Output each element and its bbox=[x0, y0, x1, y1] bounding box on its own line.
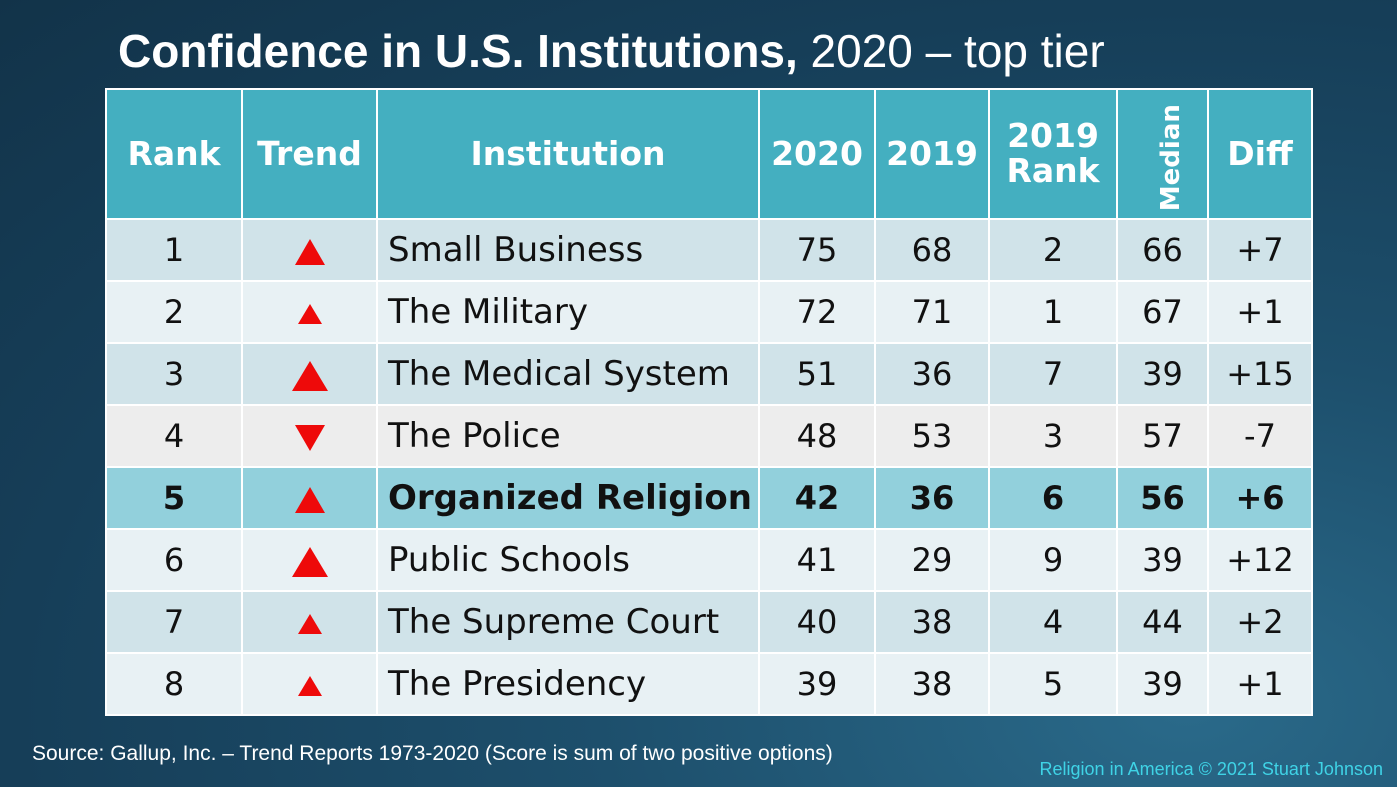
table-row: 3 The Medical System 51 36 7 39 +15 bbox=[105, 342, 1313, 406]
table-row: 8 The Presidency 39 38 5 39 +1 bbox=[105, 652, 1313, 716]
score-2020-cell: 39 bbox=[758, 652, 876, 716]
score-2020-cell: 40 bbox=[758, 590, 876, 654]
institution-cell: The Supreme Court bbox=[376, 590, 760, 654]
trend-up-icon bbox=[297, 614, 322, 634]
trend-up-icon bbox=[297, 304, 322, 324]
institution-cell: Organized Religion bbox=[376, 466, 760, 530]
title-main: Confidence in U.S. Institutions, bbox=[118, 25, 798, 77]
rank-2019-cell: 4 bbox=[988, 590, 1118, 654]
col-header-2019: 2019 bbox=[874, 88, 990, 220]
table-row: 4 The Police 48 53 3 57 -7 bbox=[105, 404, 1313, 468]
rank-cell: 5 bbox=[105, 466, 243, 530]
title-sub: 2020 – top tier bbox=[797, 25, 1105, 77]
table-row: 6 Public Schools 41 29 9 39 +12 bbox=[105, 528, 1313, 592]
col-header-trend: Trend bbox=[241, 88, 378, 220]
median-cell: 39 bbox=[1116, 342, 1209, 406]
institution-cell: The Military bbox=[376, 280, 760, 344]
score-2020-cell: 48 bbox=[758, 404, 876, 468]
trend-cell bbox=[241, 280, 378, 344]
median-cell: 44 bbox=[1116, 590, 1209, 654]
score-2019-cell: 38 bbox=[874, 652, 990, 716]
col-header-institution: Institution bbox=[376, 88, 760, 220]
trend-cell bbox=[241, 342, 378, 406]
rank-2019-cell: 2 bbox=[988, 218, 1118, 282]
header-row: Rank Trend Institution 2020 2019 2019 Ra… bbox=[105, 88, 1313, 220]
rank-2019-cell: 9 bbox=[988, 528, 1118, 592]
trend-cell bbox=[241, 528, 378, 592]
score-2019-cell: 53 bbox=[874, 404, 990, 468]
institution-cell: Small Business bbox=[376, 218, 760, 282]
trend-down-icon bbox=[294, 425, 325, 451]
diff-cell: +7 bbox=[1207, 218, 1313, 282]
institution-cell: The Presidency bbox=[376, 652, 760, 716]
rank-cell: 1 bbox=[105, 218, 243, 282]
score-2019-cell: 36 bbox=[874, 466, 990, 530]
rank-cell: 3 bbox=[105, 342, 243, 406]
score-2019-cell: 38 bbox=[874, 590, 990, 654]
table-row: 5 Organized Religion 42 36 6 56 +6 bbox=[105, 466, 1313, 530]
col-header-diff: Diff bbox=[1207, 88, 1313, 220]
col-header-rank: Rank bbox=[105, 88, 243, 220]
trend-cell bbox=[241, 466, 378, 530]
rank-2019-cell: 5 bbox=[988, 652, 1118, 716]
diff-cell: +2 bbox=[1207, 590, 1313, 654]
diff-cell: +1 bbox=[1207, 652, 1313, 716]
col-header-2019-rank-line2: Rank bbox=[1006, 151, 1100, 190]
rank-cell: 4 bbox=[105, 404, 243, 468]
source-note: Source: Gallup, Inc. – Trend Reports 197… bbox=[32, 742, 833, 765]
trend-up-icon bbox=[297, 676, 322, 696]
rank-2019-cell: 3 bbox=[988, 404, 1118, 468]
col-header-median: Median bbox=[1116, 88, 1209, 220]
median-cell: 39 bbox=[1116, 528, 1209, 592]
trend-up-icon bbox=[294, 487, 325, 513]
trend-up-icon bbox=[291, 361, 328, 391]
rank-2019-cell: 1 bbox=[988, 280, 1118, 344]
median-cell: 56 bbox=[1116, 466, 1209, 530]
institution-cell: The Police bbox=[376, 404, 760, 468]
diff-cell: +15 bbox=[1207, 342, 1313, 406]
institutions-table: Rank Trend Institution 2020 2019 2019 Ra… bbox=[105, 88, 1313, 716]
median-cell: 67 bbox=[1116, 280, 1209, 344]
trend-up-icon bbox=[294, 239, 325, 265]
rank-2019-cell: 6 bbox=[988, 466, 1118, 530]
score-2020-cell: 42 bbox=[758, 466, 876, 530]
median-cell: 57 bbox=[1116, 404, 1209, 468]
rank-cell: 2 bbox=[105, 280, 243, 344]
col-header-2019-rank: 2019 Rank bbox=[988, 88, 1118, 220]
trend-cell bbox=[241, 404, 378, 468]
score-2020-cell: 41 bbox=[758, 528, 876, 592]
trend-up-icon bbox=[291, 547, 328, 577]
rank-cell: 8 bbox=[105, 652, 243, 716]
slide-title: Confidence in U.S. Institutions, 2020 – … bbox=[118, 20, 1105, 82]
diff-cell: +1 bbox=[1207, 280, 1313, 344]
col-header-2020: 2020 bbox=[758, 88, 876, 220]
institution-cell: The Medical System bbox=[376, 342, 760, 406]
copyright-credit: Religion in America © 2021 Stuart Johnso… bbox=[1039, 759, 1383, 779]
score-2019-cell: 29 bbox=[874, 528, 990, 592]
median-cell: 39 bbox=[1116, 652, 1209, 716]
table-row: 7 The Supreme Court 40 38 4 44 +2 bbox=[105, 590, 1313, 654]
diff-cell: +6 bbox=[1207, 466, 1313, 530]
score-2019-cell: 68 bbox=[874, 218, 990, 282]
rank-2019-cell: 7 bbox=[988, 342, 1118, 406]
score-2019-cell: 36 bbox=[874, 342, 990, 406]
score-2020-cell: 51 bbox=[758, 342, 876, 406]
rank-cell: 6 bbox=[105, 528, 243, 592]
table-row: 2 The Military 72 71 1 67 +1 bbox=[105, 280, 1313, 344]
trend-cell bbox=[241, 590, 378, 654]
score-2020-cell: 75 bbox=[758, 218, 876, 282]
table-row: 1 Small Business 75 68 2 66 +7 bbox=[105, 218, 1313, 282]
institution-cell: Public Schools bbox=[376, 528, 760, 592]
col-header-median-label: Median bbox=[1155, 103, 1186, 211]
score-2020-cell: 72 bbox=[758, 280, 876, 344]
trend-cell bbox=[241, 218, 378, 282]
diff-cell: +12 bbox=[1207, 528, 1313, 592]
score-2019-cell: 71 bbox=[874, 280, 990, 344]
diff-cell: -7 bbox=[1207, 404, 1313, 468]
trend-cell bbox=[241, 652, 378, 716]
median-cell: 66 bbox=[1116, 218, 1209, 282]
col-header-2019-rank-line1: 2019 bbox=[1007, 116, 1099, 156]
rank-cell: 7 bbox=[105, 590, 243, 654]
